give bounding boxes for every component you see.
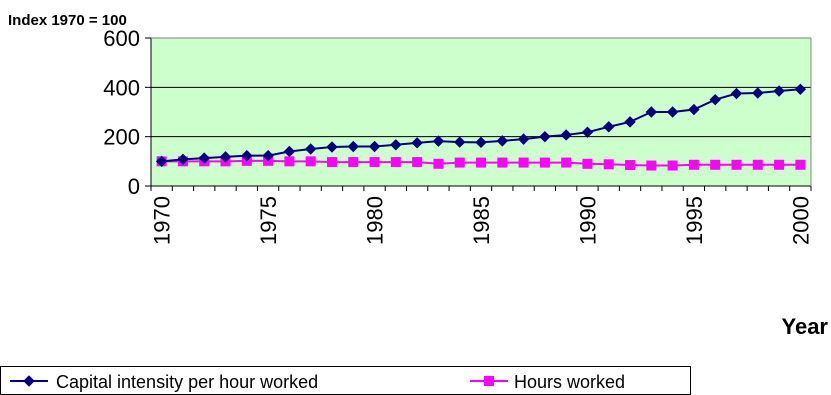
data-point [794,83,807,96]
data-point [219,151,232,163]
data-point [305,156,316,167]
data-point [262,149,274,162]
data-point [603,159,614,170]
data-point [369,157,380,168]
x-tick-label: 2000 [788,196,813,245]
data-point [496,135,508,147]
x-tick-label: 1995 [682,196,707,245]
data-point [688,159,699,170]
legend-label: Capital intensity per hour worked [56,372,318,392]
data-point [645,106,658,118]
y-tick-label: 0 [128,174,140,199]
legend-swatch-marker [23,375,35,387]
data-point [625,160,636,171]
data-point [709,93,721,106]
data-point [518,157,529,168]
legend-swatch-marker [484,376,494,386]
x-tick-label: 1990 [575,196,600,245]
data-point [476,157,486,168]
data-point [561,157,572,168]
x-tick-label: 1985 [469,196,494,245]
data-point [582,158,593,169]
data-point [390,139,402,151]
legend-entry: Hours worked [470,372,625,392]
data-point [752,87,764,99]
data-point [517,133,530,145]
x-axis-label: Year [782,314,829,339]
data-point [497,157,508,168]
data-point [411,137,423,149]
y-tick-label: 200 [103,125,140,150]
data-point [155,155,168,168]
data-point [624,116,636,128]
data-point [581,126,594,138]
series-layer [155,83,807,171]
data-point [304,143,317,155]
axes [145,37,812,191]
data-point [347,140,359,153]
data-point [177,153,189,166]
legend-box [0,366,691,395]
data-point [560,129,572,141]
data-point [326,141,338,153]
y-tick-label: 400 [103,75,140,100]
data-point [433,158,444,169]
data-point [539,130,551,143]
data-point [368,140,381,153]
data-point [603,121,615,133]
data-point [198,152,210,164]
data-point [412,157,423,168]
data-point [752,159,763,170]
legend: Capital intensity per hour worked Hours w… [0,366,691,395]
data-point [774,159,785,170]
data-point [454,157,465,168]
data-point [795,159,806,170]
x-tick-label: 1975 [256,196,281,245]
data-point [688,103,700,116]
data-point [730,87,743,100]
data-point [773,85,785,97]
x-tick-label: 1970 [150,196,175,245]
data-point [454,136,466,148]
data-point [432,135,445,147]
data-point [667,160,678,171]
data-point [284,156,295,167]
y-tick-label: 600 [103,26,140,51]
data-point [666,106,679,118]
data-point [241,149,253,162]
data-point [348,157,359,168]
data-point [326,157,337,168]
x-tick-label: 1980 [363,196,388,245]
data-point [539,157,550,168]
y-axis-label: Index 1970 = 100 [8,12,127,29]
legend-label: Hours worked [514,372,625,392]
data-point [646,160,657,171]
tick-labels: 0 200 400 600 1970 1975 1980 1985 1990 1995 2000 [103,26,813,245]
legend-entry: Capital intensity per hour worked [10,372,318,392]
data-point [283,145,296,158]
data-point [731,159,742,170]
data-point [710,159,721,170]
data-point [475,136,487,149]
series-capital-intensity [155,83,807,168]
data-point [390,157,401,168]
